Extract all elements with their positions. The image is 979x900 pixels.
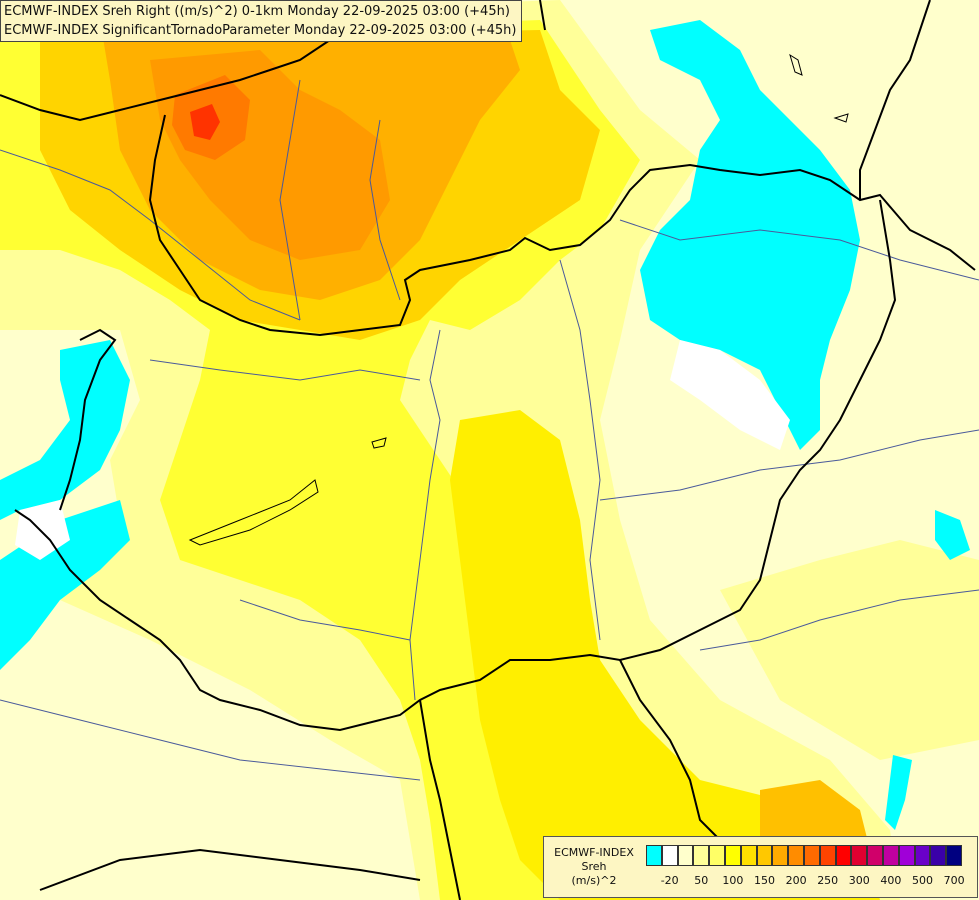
legend-swatch — [646, 845, 662, 866]
field-red-core — [190, 104, 220, 140]
legend-tick-label: 250 — [817, 874, 839, 887]
title-line-1: ECMWF-INDEX Sreh Right ((m/s)^2) 0-1km M… — [4, 4, 510, 19]
legend-swatch — [693, 845, 710, 866]
legend-tick-label: 50 — [694, 874, 709, 887]
legend-swatch — [946, 845, 962, 866]
legend-tick-label: 700 — [943, 874, 965, 887]
legend-swatch — [835, 845, 852, 866]
field-cyan-se — [885, 755, 912, 830]
legend-swatch — [661, 845, 678, 866]
legend-tick-label: 150 — [754, 874, 775, 887]
legend-swatch — [851, 845, 868, 866]
legend-swatch — [788, 845, 804, 866]
title-line-2: ECMWF-INDEX SignificantTornadoParameter … — [4, 23, 517, 38]
field-yellow-s — [450, 410, 880, 900]
color-legend: ECMWF-INDEX Sreh (m/s)^2 -20 50 100 150 200 2… — [543, 836, 978, 898]
legend-swatch — [882, 845, 899, 866]
map-title-box: ECMWF-INDEX Sreh Right ((m/s)^2) 0-1km M… — [0, 0, 522, 42]
legend-tick-label: 300 — [848, 874, 870, 887]
legend-swatch — [930, 845, 947, 866]
legend-swatch — [819, 845, 836, 866]
legend-swatch — [724, 845, 741, 866]
legend-swatches — [646, 845, 962, 866]
legend-tick-label: 200 — [785, 874, 807, 887]
legend-swatch — [756, 845, 773, 866]
legend-title: ECMWF-INDEX Sreh (m/s)^2 — [550, 846, 638, 888]
field-white-w — [15, 500, 70, 560]
rivers — [0, 79, 979, 781]
legend-swatch — [740, 845, 757, 866]
field-light-yellow-e — [720, 540, 979, 760]
legend-swatch — [677, 845, 694, 866]
field-cyan-w — [0, 340, 130, 520]
legend-swatch — [772, 845, 789, 866]
legend-ticks: -20 50 100 150 200 250 300 400 500 700 — [646, 874, 976, 890]
legend-title-2: Sreh — [581, 860, 607, 873]
legend-swatch — [914, 845, 931, 866]
field-white — [670, 340, 790, 450]
legend-swatch — [898, 845, 915, 866]
lakes — [188, 53, 849, 546]
legend-swatch — [709, 845, 725, 866]
legend-unit: (m/s)^2 — [571, 874, 617, 887]
legend-swatch — [803, 845, 820, 866]
legend-tick-label: -20 — [660, 874, 679, 887]
legend-swatch — [867, 845, 883, 866]
legend-title-1: ECMWF-INDEX — [554, 846, 634, 859]
field-cyan-ne — [640, 20, 860, 450]
legend-tick-label: 400 — [880, 874, 902, 887]
legend-tick-label: 500 — [912, 874, 933, 887]
field-cyan-e — [935, 510, 970, 560]
legend-tick-label: 100 — [722, 874, 744, 887]
